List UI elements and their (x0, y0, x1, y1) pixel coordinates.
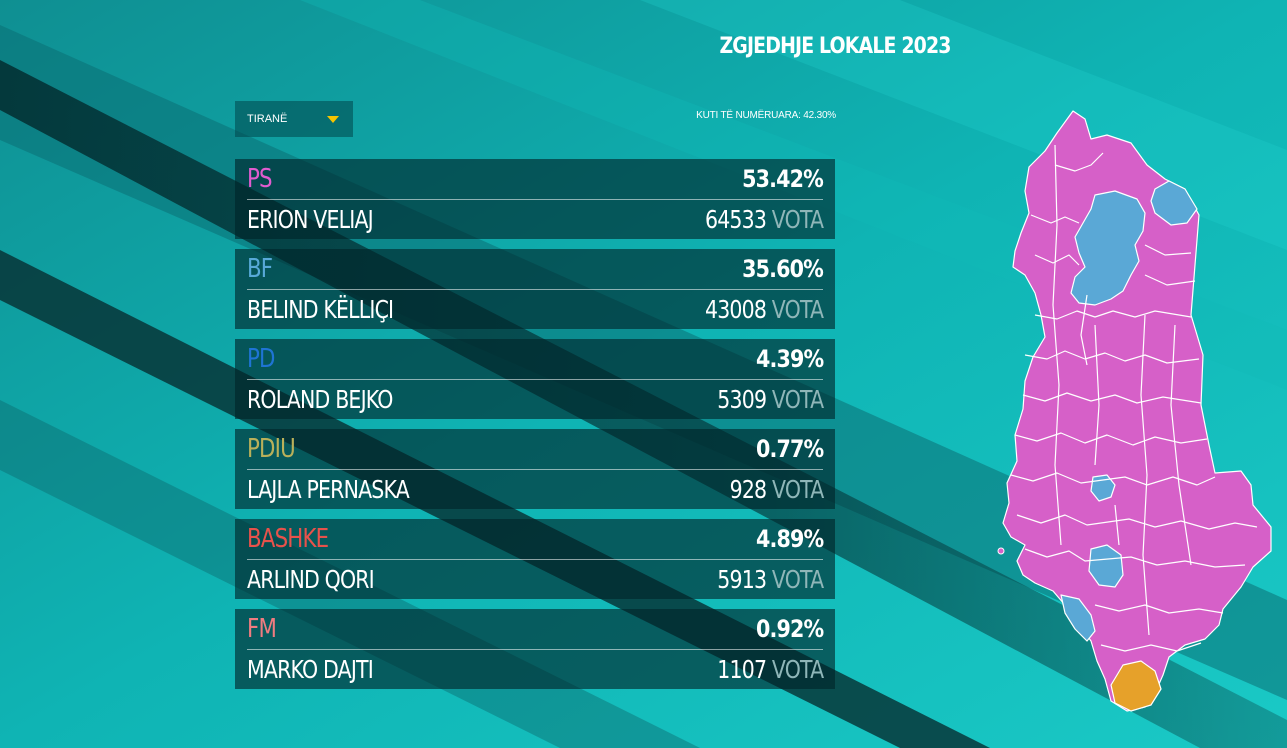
result-card-bashke: BASHKE 4.89% ARLIND QORI 5913 VOTA (235, 519, 835, 599)
party-percent: 4.39% (755, 345, 824, 373)
party-name: PD (247, 344, 275, 374)
result-card-pd: PD 4.39% ROLAND BEJKO 5309 VOTA (235, 339, 835, 419)
candidate-name: ARLIND QORI (247, 564, 375, 594)
map-islet (997, 547, 1005, 555)
albania-map[interactable] (995, 105, 1285, 725)
vote-count: 43008 VOTA (704, 294, 824, 324)
vote-number: 928 (729, 474, 766, 504)
party-percent: 4.89% (755, 525, 824, 553)
map-region-bf[interactable] (1150, 180, 1198, 226)
party-percent: 0.92% (755, 615, 824, 643)
vote-count: 5913 VOTA (716, 564, 824, 594)
result-card-ps: PS 53.42% ERION VELIAJ 64533 VOTA (235, 159, 835, 239)
vote-unit: VOTA (771, 384, 824, 414)
candidate-name: LAJLA PERNASKA (247, 474, 410, 504)
candidate-name: ERION VELIAJ (247, 204, 374, 234)
card-divider (247, 379, 823, 380)
vote-number: 64533 (704, 204, 767, 234)
page-title: ZGJEDHJE LOKALE 2023 (719, 34, 951, 59)
map-region-other[interactable] (1110, 660, 1162, 712)
card-divider (247, 289, 823, 290)
party-name: BF (247, 254, 273, 284)
party-name: PDIU (247, 434, 296, 464)
caret-down-icon[interactable] (327, 115, 339, 123)
ballot-boxes-counted: KUTI TË NUMËRUARA: 42.30% (696, 110, 836, 121)
vote-count: 64533 VOTA (704, 204, 824, 234)
vote-number: 43008 (704, 294, 767, 324)
map-region-bf[interactable] (1090, 474, 1116, 502)
vote-number: 1107 (716, 654, 767, 684)
vote-count: 5309 VOTA (716, 384, 824, 414)
result-card-fm: FM 0.92% MARKO DAJTI 1107 VOTA (235, 609, 835, 689)
card-divider (247, 199, 823, 200)
card-divider (247, 469, 823, 470)
vote-unit: VOTA (771, 204, 824, 234)
card-divider (247, 559, 823, 560)
vote-unit: VOTA (771, 564, 824, 594)
map-region-ps[interactable] (1002, 110, 1272, 712)
vote-unit: VOTA (771, 294, 824, 324)
party-percent: 0.77% (755, 435, 824, 463)
map-region-bf[interactable] (1070, 190, 1146, 306)
card-divider (247, 649, 823, 650)
party-percent: 35.60% (742, 255, 824, 283)
municipality-dropdown-label: TIRANË (247, 113, 288, 125)
map-region-bf[interactable] (1060, 594, 1096, 642)
party-name: FM (247, 614, 277, 644)
municipality-dropdown[interactable]: TIRANË (235, 101, 353, 137)
vote-unit: VOTA (771, 474, 824, 504)
vote-count: 928 VOTA (729, 474, 824, 504)
party-percent: 53.42% (742, 165, 824, 193)
results-list: PS 53.42% ERION VELIAJ 64533 VOTA BF 35.… (235, 159, 835, 699)
party-name: BASHKE (247, 524, 329, 554)
result-card-pdiu: PDIU 0.77% LAJLA PERNASKA 928 VOTA (235, 429, 835, 509)
vote-unit: VOTA (771, 654, 824, 684)
vote-number: 5309 (716, 384, 767, 414)
candidate-name: BELIND KËLLIÇI (247, 294, 394, 324)
result-card-bf: BF 35.60% BELIND KËLLIÇI 43008 VOTA (235, 249, 835, 329)
candidate-name: ROLAND BEJKO (247, 384, 393, 414)
party-name: PS (247, 164, 273, 194)
map-region-bf[interactable] (1088, 544, 1124, 588)
vote-count: 1107 VOTA (716, 654, 824, 684)
vote-number: 5913 (716, 564, 767, 594)
candidate-name: MARKO DAJTI (247, 654, 374, 684)
